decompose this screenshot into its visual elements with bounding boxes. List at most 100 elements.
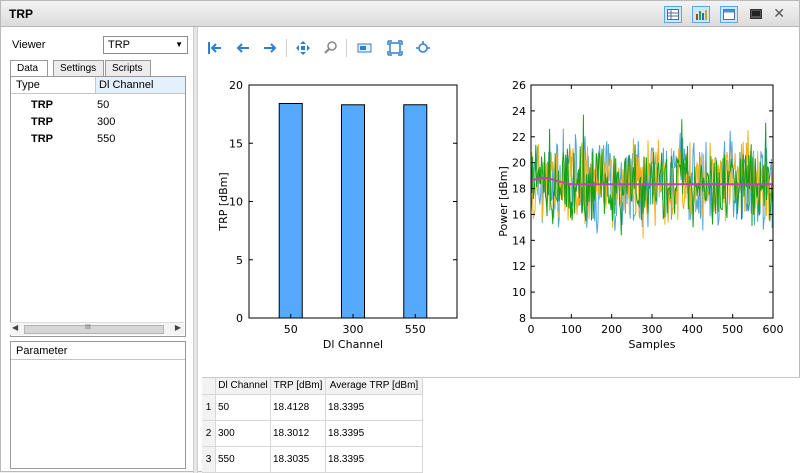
y-tick-label: 10 bbox=[512, 286, 526, 299]
table-view-button[interactable] bbox=[664, 6, 682, 23]
viewer-select-value: TRP bbox=[108, 39, 130, 51]
y-tick-label: 16 bbox=[512, 208, 526, 221]
pan-icon[interactable] bbox=[294, 39, 312, 57]
tree-row-channel: 50 bbox=[97, 99, 110, 111]
table-cell[interactable]: 18.3012 bbox=[271, 421, 326, 447]
scroll-thumb[interactable]: III bbox=[24, 324, 164, 334]
table-header-avg-trp[interactable]: Average TRP [dBm] bbox=[326, 378, 423, 395]
scroll-left-icon[interactable]: ◀ bbox=[12, 323, 19, 332]
y-tick-label: 20 bbox=[229, 79, 243, 92]
table-cell[interactable]: 18.3395 bbox=[326, 395, 423, 421]
row-number: 2 bbox=[202, 421, 216, 447]
tree-row-channel: 300 bbox=[97, 116, 116, 128]
parameter-header[interactable]: Parameter bbox=[11, 342, 185, 360]
back-arrow-icon[interactable] bbox=[234, 39, 252, 57]
x-tick-label: 300 bbox=[642, 323, 663, 336]
y-tick-label: 26 bbox=[512, 79, 526, 92]
tree-header-channel[interactable]: Dl Channel bbox=[95, 77, 185, 93]
table-header-row: Dl Channel TRP [dBm] Average TRP [dBm] bbox=[202, 378, 425, 404]
table-row[interactable]: 3 550 18.3035 18.3395 bbox=[202, 447, 425, 473]
title-bar: TRP ✕ bbox=[1, 1, 799, 27]
x-tick-label: 100 bbox=[561, 323, 582, 336]
scroll-right-icon[interactable]: ▶ bbox=[174, 323, 181, 332]
table-cell[interactable]: 18.3035 bbox=[271, 447, 326, 473]
panel-splitter[interactable] bbox=[193, 27, 198, 473]
x-axis-label: Samples bbox=[629, 338, 676, 351]
y-tick-label: 15 bbox=[229, 137, 243, 150]
tree-row-channel: 550 bbox=[97, 133, 116, 145]
power-line-chart: 8 10 12 14 16 18 20 22 24 26 0 100 200 300 400 500 600 Sa… bbox=[497, 79, 784, 351]
home-icon[interactable] bbox=[206, 39, 224, 57]
y-tick-label: 24 bbox=[512, 105, 526, 118]
table-icon bbox=[667, 9, 679, 20]
window-title: TRP bbox=[9, 7, 33, 21]
console-button[interactable] bbox=[747, 6, 765, 23]
y-tick-label: 18 bbox=[512, 183, 526, 196]
bar bbox=[278, 102, 303, 319]
x-tick-label: 0 bbox=[528, 323, 535, 336]
tree-row-type: TRP bbox=[31, 116, 53, 128]
scroll-grip: III bbox=[85, 324, 91, 331]
y-tick-label: 8 bbox=[519, 312, 526, 325]
zoom-icon[interactable] bbox=[322, 39, 340, 57]
y-tick-label: 22 bbox=[512, 131, 526, 144]
tree-header: Type Dl Channel bbox=[11, 77, 185, 94]
tree-row[interactable]: TRP 550 bbox=[11, 133, 185, 149]
bar bbox=[403, 104, 428, 319]
tab-scripts[interactable]: Scripts bbox=[105, 60, 151, 76]
tree-row[interactable]: TRP 50 bbox=[11, 99, 185, 115]
x-axis-label: Dl Channel bbox=[323, 338, 383, 351]
row-number: 3 bbox=[202, 447, 216, 473]
y-tick-label: 20 bbox=[512, 157, 526, 170]
tab-data[interactable]: Data bbox=[10, 60, 48, 77]
y-tick-label: 12 bbox=[512, 260, 526, 273]
close-icon[interactable]: ✕ bbox=[773, 5, 785, 21]
y-tick-label: 5 bbox=[236, 254, 243, 267]
table-row[interactable]: 2 300 18.3012 18.3395 bbox=[202, 421, 425, 447]
x-tick-label: 550 bbox=[405, 323, 426, 336]
table-cell[interactable]: 18.3395 bbox=[326, 421, 423, 447]
forward-arrow-icon[interactable] bbox=[261, 39, 279, 57]
left-panel: Viewer TRP ▼ Data Settings Scripts Type … bbox=[6, 31, 191, 469]
series-line bbox=[530, 177, 773, 186]
x-tick-label: 200 bbox=[601, 323, 622, 336]
toolbar-separator bbox=[346, 39, 347, 57]
x-tick-label: 300 bbox=[343, 323, 364, 336]
save-icon[interactable] bbox=[414, 39, 432, 57]
tab-settings[interactable]: Settings bbox=[53, 60, 104, 76]
tree-row-type: TRP bbox=[31, 133, 53, 145]
table-row[interactable]: 1 50 18.4128 18.3395 bbox=[202, 395, 425, 421]
viewer-select[interactable]: TRP ▼ bbox=[103, 36, 188, 54]
series-line bbox=[530, 114, 774, 236]
viewer-label: Viewer bbox=[12, 39, 46, 51]
configure-subplots-icon[interactable] bbox=[356, 39, 374, 57]
table-header-channel[interactable]: Dl Channel bbox=[216, 378, 271, 395]
tree-row-type: TRP bbox=[31, 99, 53, 111]
table-corner bbox=[202, 378, 216, 395]
table-header-trp[interactable]: TRP [dBm] bbox=[271, 378, 326, 395]
table-cell[interactable]: 300 bbox=[216, 421, 271, 447]
fit-icon[interactable] bbox=[386, 39, 404, 57]
table-cell[interactable]: 50 bbox=[216, 395, 271, 421]
y-tick-label: 14 bbox=[512, 234, 526, 247]
table-cell[interactable]: 18.4128 bbox=[271, 395, 326, 421]
y-axis-label: TRP [dBm] bbox=[217, 172, 230, 231]
x-tick-label: 400 bbox=[682, 323, 703, 336]
results-table: Dl Channel TRP [dBm] Average TRP [dBm] 1… bbox=[202, 377, 800, 473]
plot-area bbox=[531, 85, 773, 318]
bar-chart-icon bbox=[696, 10, 707, 20]
y-tick-label: 0 bbox=[236, 312, 243, 325]
chart-view-button[interactable] bbox=[692, 6, 710, 23]
x-tick-label: 600 bbox=[763, 323, 784, 336]
horizontal-scrollbar[interactable]: ◀ III ▶ bbox=[10, 322, 184, 335]
toolbar-separator bbox=[286, 39, 287, 57]
tree-row[interactable]: TRP 300 bbox=[11, 116, 185, 132]
bar bbox=[340, 104, 366, 319]
table-cell[interactable]: 18.3395 bbox=[326, 447, 423, 473]
split-view-button[interactable] bbox=[720, 6, 738, 23]
x-tick-label: 50 bbox=[284, 323, 298, 336]
tree-header-type[interactable]: Type bbox=[16, 79, 40, 91]
table-cell[interactable]: 550 bbox=[216, 447, 271, 473]
y-axis-label: Power [dBm] bbox=[497, 166, 510, 237]
